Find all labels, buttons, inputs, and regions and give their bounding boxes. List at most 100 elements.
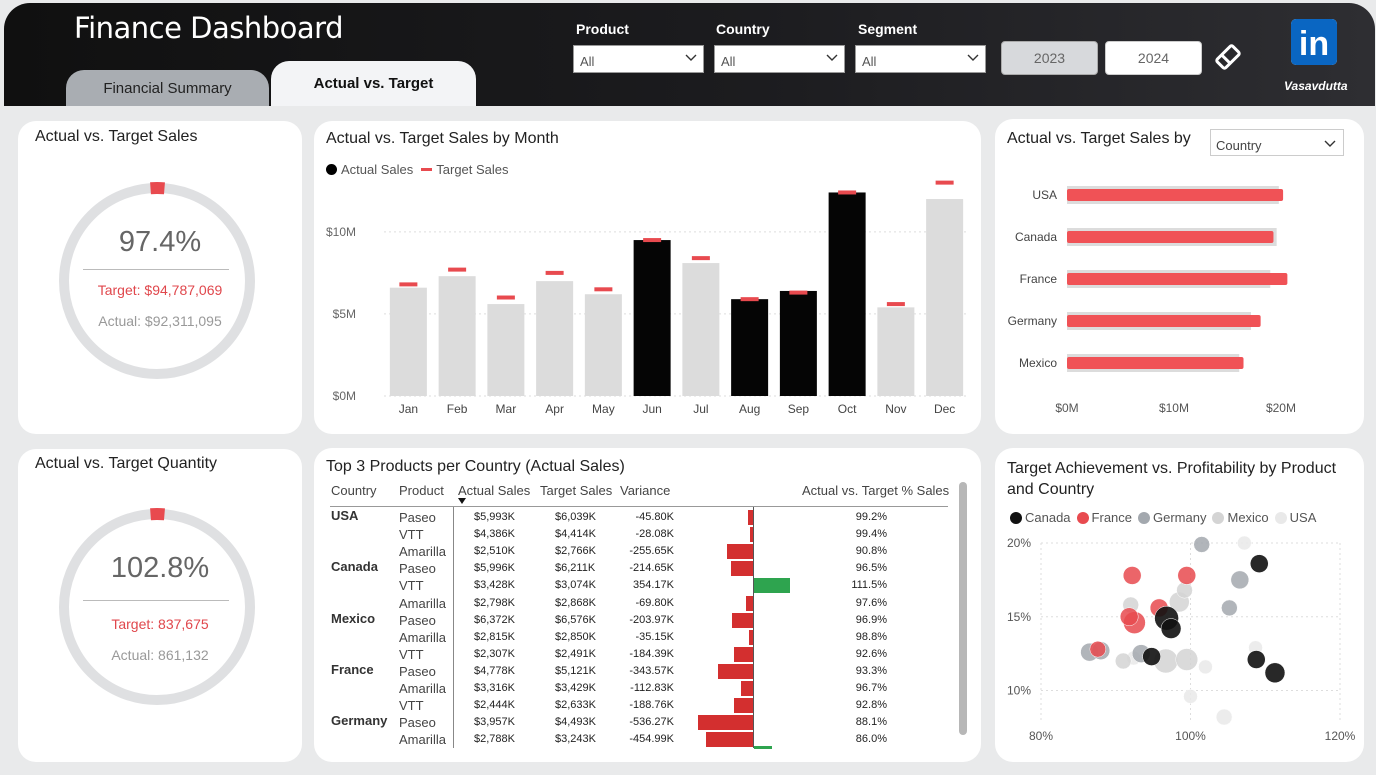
country-actual-bar	[1067, 273, 1288, 285]
table-target-cell: $2,491K	[555, 647, 596, 660]
country-filter-value: All	[721, 54, 736, 69]
segment-filter-select[interactable]: All	[855, 45, 986, 73]
kpi-divider	[83, 600, 229, 601]
monthly-actual-bar	[926, 199, 964, 396]
product-filter-label: Product	[576, 21, 629, 37]
scatter-card: Target Achievement vs. Profitability by …	[995, 448, 1364, 762]
table-actual-cell: $5,996K	[474, 562, 515, 575]
chevron-down-icon	[685, 54, 697, 61]
table-actual-cell: $2,510K	[474, 545, 515, 558]
table-pct-cell: 96.7%	[855, 682, 887, 694]
variance-zero-axis	[753, 507, 754, 748]
table-actual-cell: $3,316K	[474, 682, 515, 694]
top-products-title: Top 3 Products per Country (Actual Sales…	[326, 458, 625, 475]
table-variance-cell: -214.65K	[629, 562, 674, 575]
x-tick-label: $0M	[1055, 401, 1078, 415]
segment-filter-label: Segment	[858, 21, 918, 37]
sort-desc-icon[interactable]	[458, 498, 466, 504]
table-product-cell: Paseo	[399, 510, 436, 525]
country-label: Germany	[1008, 314, 1057, 328]
country-filter-label: Country	[716, 21, 770, 37]
year-2024-button[interactable]: 2024	[1105, 41, 1202, 75]
tab-financial-summary[interactable]: Financial Summary	[66, 70, 269, 106]
chevron-down-icon	[967, 54, 979, 61]
table-header-cell: Actual vs. Target % Sales	[802, 483, 950, 498]
table-target-cell: $4,414K	[555, 528, 596, 541]
table-target-cell: $6,211K	[555, 562, 596, 575]
table-actual-cell: $4,778K	[474, 664, 515, 677]
kpi-quantity-actual: Actual: 861,132	[111, 647, 209, 663]
legend-label: France	[1091, 510, 1133, 525]
table-product-cell: Amarilla	[399, 595, 446, 611]
variance-bar	[717, 663, 753, 679]
clear-filters-eraser-icon[interactable]	[1213, 42, 1243, 72]
kpi-sales-title: Actual vs. Target Sales	[35, 128, 198, 145]
monthly-actual-bar	[584, 294, 622, 396]
table-target-cell: $6,576K	[555, 613, 596, 626]
table-header-cell: Variance	[620, 483, 671, 498]
legend-label: Mexico	[1227, 510, 1269, 525]
monthly-actual-bar	[731, 299, 769, 396]
x-tick-label: 80%	[1029, 729, 1053, 743]
table-country-cell: Mexico	[331, 610, 376, 626]
variance-bar	[748, 510, 753, 525]
x-tick-label: $20M	[1266, 401, 1296, 415]
variance-bar	[754, 578, 791, 594]
scatter-point-canada	[1250, 554, 1269, 573]
monthly-legend: Actual Sales Target Sales	[326, 162, 509, 177]
country-filter-select[interactable]: All	[714, 45, 845, 73]
table-target-cell: $2,850K	[555, 630, 596, 643]
variance-bar	[726, 544, 753, 560]
kpi-quantity-title: Actual vs. Target Quantity	[35, 455, 218, 472]
table-header-cell[interactable]: Actual Sales	[458, 483, 531, 498]
legend-dot	[1010, 511, 1022, 524]
scatter-point-france	[1119, 607, 1139, 626]
table-variance-cell: -188.76K	[629, 699, 674, 712]
year-2023-button[interactable]: 2023	[1001, 41, 1098, 75]
table-product-cell: Amarilla	[399, 732, 446, 748]
scatter-point-france	[1089, 640, 1107, 658]
table-variance-cell: -112.83K	[630, 682, 674, 694]
legend-label-target: Target Sales	[436, 162, 509, 177]
y-tick-label: 20%	[1007, 536, 1031, 550]
scatter-point-usa	[1215, 708, 1233, 726]
table-pct-cell: 92.8%	[855, 699, 887, 712]
table-pct-cell: 92.6%	[855, 647, 887, 660]
author-name: Vasavdutta	[1284, 79, 1348, 93]
monthly-sales-card: Actual vs. Target Sales by Month Actual …	[314, 121, 981, 434]
scatter-point-canada	[1247, 650, 1266, 669]
table-pct-cell: 88.1%	[855, 716, 887, 729]
scatter-point-germany	[1230, 570, 1250, 590]
table-pct-cell: 99.4%	[855, 528, 887, 541]
table-actual-cell: $2,788K	[474, 733, 515, 746]
product-filter-select[interactable]: All	[573, 45, 704, 73]
table-pct-cell: 93.3%	[855, 664, 887, 677]
table-product-cell: Amarilla	[399, 544, 446, 560]
monthly-actual-bar	[536, 281, 574, 396]
country-label: USA	[1032, 188, 1057, 202]
country-actual-bar	[1067, 357, 1244, 369]
tab-actual-vs-target[interactable]: Actual vs. Target	[271, 61, 476, 106]
kpi-sales-card: Actual vs. Target Sales 97.4% Target: $9…	[18, 121, 302, 434]
country-label: Canada	[1015, 230, 1057, 244]
x-tick-label: Sep	[788, 402, 810, 416]
linkedin-logo-icon[interactable]: in	[1291, 19, 1337, 65]
table-actual-cell: $2,815K	[474, 630, 515, 643]
scatter-point-mexico	[1175, 648, 1199, 671]
table-actual-cell: $2,798K	[474, 596, 515, 609]
x-tick-label: 100%	[1175, 729, 1206, 743]
monthly-chart-title: Actual vs. Target Sales by Month	[326, 130, 559, 147]
table-scrollbar[interactable]	[959, 482, 967, 735]
table-actual-cell: $4,386K	[474, 528, 515, 541]
monthly-target-marker	[838, 190, 857, 195]
table-variance-cell: -536.27K	[629, 716, 674, 729]
country-breakdown-value: Country	[1216, 138, 1262, 153]
table-country-cell: Germany	[331, 713, 388, 729]
legend-dot	[1076, 511, 1089, 524]
table-target-cell: $2,633K	[555, 699, 596, 712]
monthly-actual-bar	[828, 192, 866, 396]
table-variance-cell: -203.97K	[629, 613, 674, 626]
table-product-cell: Amarilla	[399, 629, 446, 645]
country-breakdown-dropdown[interactable]: Country	[1210, 129, 1344, 156]
y-tick-label: $5M	[333, 307, 356, 321]
